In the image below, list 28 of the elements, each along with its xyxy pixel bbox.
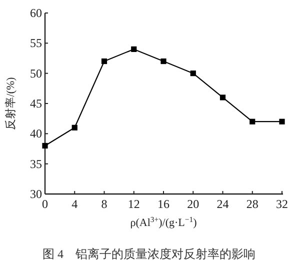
point xyxy=(250,118,256,124)
ytick: 45 xyxy=(30,96,42,110)
ytick: 35 xyxy=(30,156,42,171)
x-axis-title: ρ(Al$^{3+}$)/(g·L$^{−1}$) xyxy=(130,214,198,229)
point xyxy=(190,70,196,76)
ytick: 60 xyxy=(30,6,42,20)
point xyxy=(42,142,48,149)
xtick: 32 xyxy=(276,197,288,211)
point xyxy=(220,94,226,100)
ytick: 30 xyxy=(30,187,42,201)
point xyxy=(131,46,137,52)
xtick: 4 xyxy=(72,197,78,211)
ytick: 50 xyxy=(30,66,42,80)
ytick: 40 xyxy=(30,126,42,141)
point xyxy=(279,118,285,124)
xtick: 0 xyxy=(42,197,48,211)
xtick: 28 xyxy=(246,197,258,211)
xtick: 8 xyxy=(101,197,108,211)
xtick: 24 xyxy=(216,197,229,211)
xtick: 16 xyxy=(158,197,170,211)
xtick: 20 xyxy=(187,197,200,211)
y-axis-title: 反射率/(%) xyxy=(4,76,17,130)
caption: 图 4 铝离子的质量浓度对反射率的影响 xyxy=(42,247,256,261)
point xyxy=(72,124,78,130)
point xyxy=(101,58,108,64)
point xyxy=(160,58,166,64)
ytick: 55 xyxy=(30,36,42,50)
xtick: 12 xyxy=(128,197,140,211)
